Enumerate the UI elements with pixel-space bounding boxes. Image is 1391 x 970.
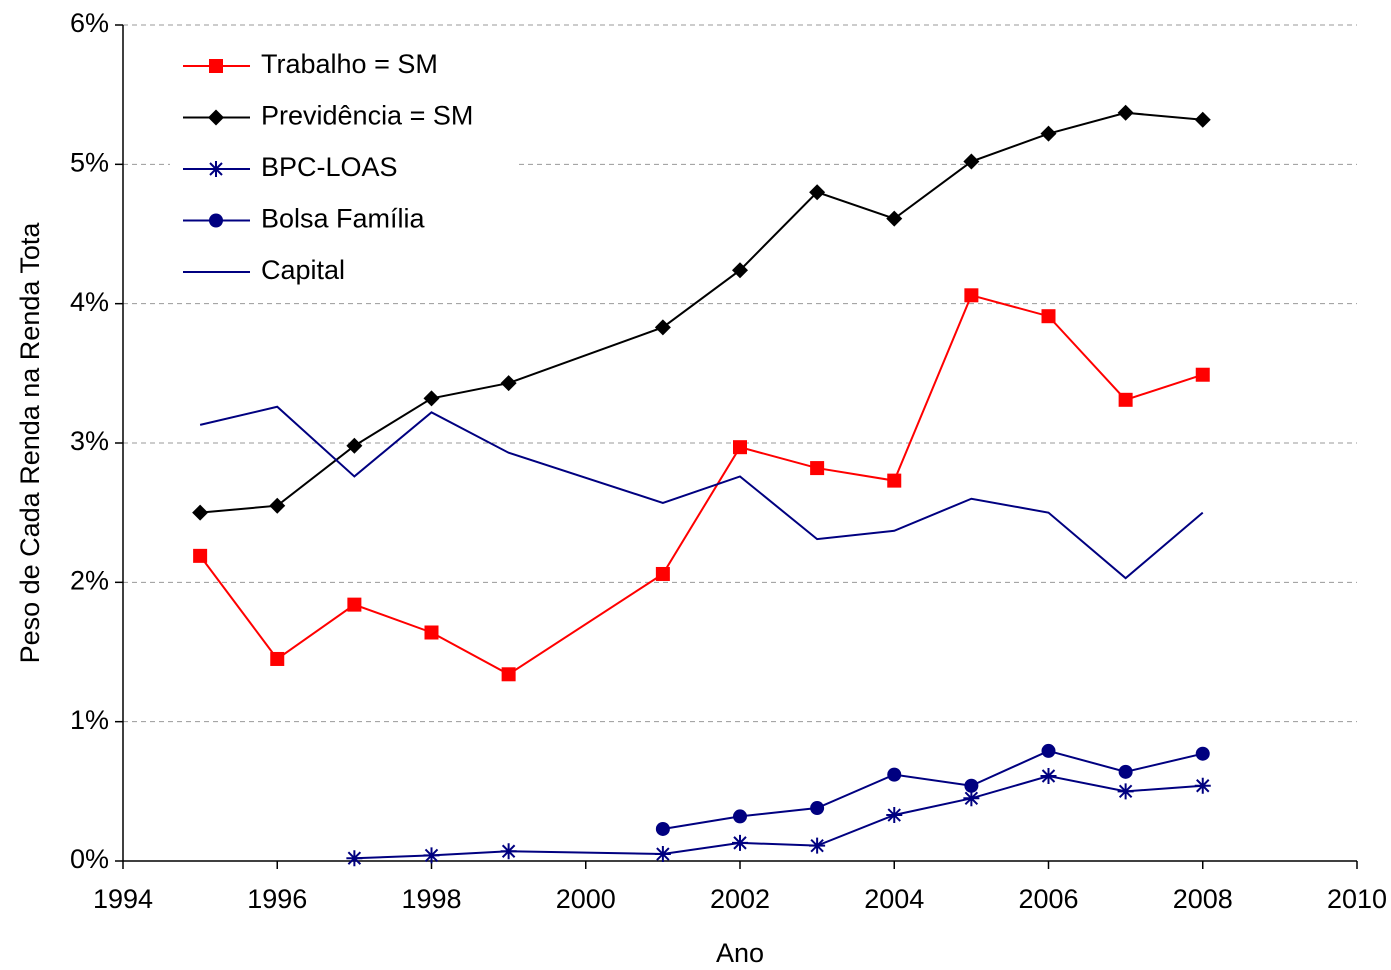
marker <box>423 847 440 864</box>
marker <box>655 821 670 836</box>
marker <box>963 153 980 170</box>
marker <box>654 319 671 336</box>
marker <box>500 375 517 392</box>
x-tick-label: 1996 <box>247 884 307 914</box>
legend-marker <box>208 161 224 177</box>
marker <box>963 790 980 807</box>
marker <box>733 440 747 455</box>
marker <box>886 210 903 227</box>
x-tick-label: 2008 <box>1173 884 1233 914</box>
legend-label: BPC-LOAS <box>261 152 398 182</box>
marker <box>501 667 516 682</box>
marker <box>193 548 208 563</box>
series-line <box>199 405 1204 580</box>
legend-marker <box>208 109 224 126</box>
marker <box>810 461 825 476</box>
x-tick-label: 2010 <box>1327 884 1387 914</box>
series-line <box>354 774 1203 860</box>
y-tick-label: 4% <box>70 287 109 317</box>
series-line <box>662 749 1203 830</box>
y-tick-label: 2% <box>70 565 109 595</box>
marker <box>270 651 285 666</box>
marker <box>1195 367 1210 382</box>
legend-label: Capital <box>261 255 345 285</box>
marker <box>654 846 671 863</box>
legend-label: Bolsa Família <box>261 204 426 234</box>
marker <box>964 778 979 793</box>
marker <box>423 390 440 407</box>
marker <box>809 184 826 201</box>
y-tick-label: 0% <box>70 844 109 874</box>
marker <box>887 473 902 488</box>
marker <box>424 625 439 640</box>
x-tick-label: 1998 <box>401 884 461 914</box>
legend-label: Trabalho = SM <box>261 49 438 79</box>
marker <box>732 262 748 279</box>
x-tick-label: 1994 <box>93 884 153 914</box>
x-tick-label: 2004 <box>864 884 924 914</box>
y-tick-label: 3% <box>70 426 109 456</box>
legend-background <box>170 40 515 302</box>
marker <box>1118 392 1133 407</box>
marker <box>346 437 363 454</box>
legend-label: Previdência = SM <box>261 101 473 131</box>
legend-marker <box>209 213 223 228</box>
marker <box>964 288 979 303</box>
y-tick-label: 6% <box>70 8 109 38</box>
marker <box>1117 104 1134 121</box>
marker <box>1195 746 1210 761</box>
x-tick-label: 2006 <box>1018 884 1078 914</box>
legend-marker <box>209 59 223 73</box>
marker <box>500 843 517 860</box>
marker <box>347 597 362 612</box>
marker <box>346 850 363 867</box>
marker <box>1194 111 1211 128</box>
marker <box>1041 743 1056 758</box>
legend: Trabalho = SM Previdência = SM BPC-LOAS Bol… <box>170 40 515 302</box>
marker <box>1117 783 1134 800</box>
x-tick-label: 2000 <box>556 884 616 914</box>
marker <box>809 837 826 854</box>
marker <box>192 504 209 521</box>
marker <box>1041 309 1056 324</box>
y-axis-label: Peso de Cada Renda na Renda Tota <box>15 222 45 664</box>
marker <box>732 834 748 851</box>
marker <box>887 767 902 782</box>
marker <box>1040 768 1057 785</box>
y-tick-label: 1% <box>70 705 109 735</box>
series-line <box>199 294 1204 676</box>
marker <box>1118 764 1133 779</box>
marker <box>269 497 286 514</box>
x-axis-label: Ano <box>716 938 764 968</box>
marker <box>655 566 670 581</box>
marker <box>733 809 747 824</box>
marker <box>1194 777 1211 794</box>
marker <box>886 807 903 824</box>
x-tick-label: 2002 <box>710 884 770 914</box>
marker <box>810 801 825 816</box>
y-tick-label: 5% <box>70 147 109 177</box>
marker <box>1040 125 1057 142</box>
